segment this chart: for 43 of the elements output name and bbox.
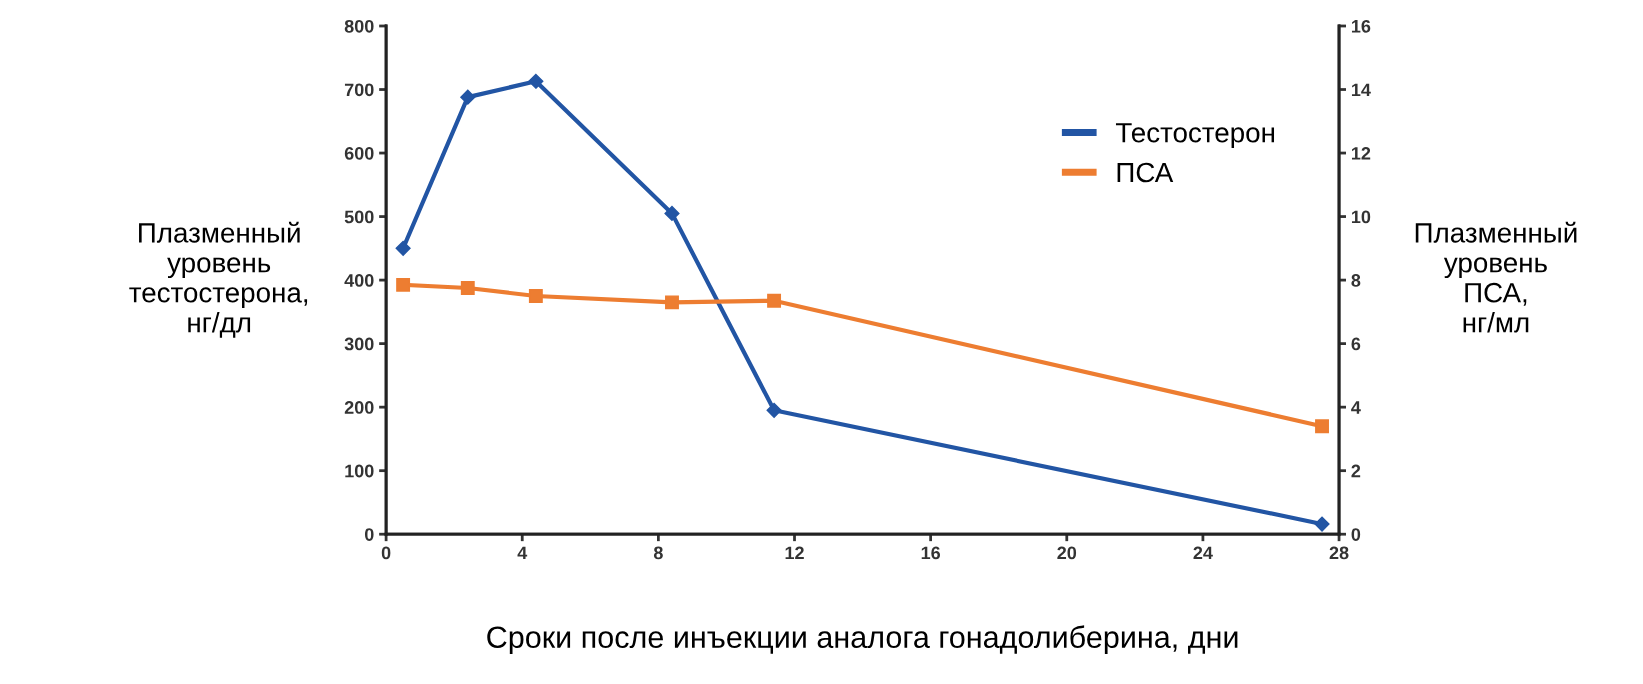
point [1314,516,1330,532]
point [664,205,680,221]
point [1315,419,1329,434]
point [767,293,782,308]
y2-tick-label: 12 [1351,146,1371,160]
x-tick-label: 20 [1057,546,1077,560]
y2-tick-label: 14 [1351,83,1371,97]
y-tick-label: 200 [344,401,374,414]
x-tick-label: 24 [1193,546,1213,560]
y2-tick-label: 6 [1351,337,1361,351]
legend-label: ПСА [1117,162,1174,183]
y-tick-label: 300 [344,337,374,351]
y-axis-title: Плазменный уровень тестостерона, нг/дл [129,221,308,338]
x-tick-label: 28 [1329,546,1349,560]
point [460,89,476,105]
y-tick-label: 800 [344,19,374,33]
y-tick-label: 700 [344,83,374,97]
y-tick-label: 500 [344,210,374,224]
y-tick-label: 0 [364,528,374,541]
y2-tick-label: 2 [1351,464,1361,478]
y-tick-label: 100 [345,464,374,478]
y2-tick-label: 4 [1351,401,1361,414]
point [528,289,543,303]
x-tick-label: 12 [785,546,804,560]
point [665,295,679,310]
legend-label: Тестостерон [1115,123,1275,149]
point [460,281,475,295]
y2-tick-label: 16 [1351,19,1371,33]
x-tick-label: 8 [653,546,663,560]
point [766,402,782,418]
y2-tick-label: 0 [1351,528,1361,541]
x-axis-title: Сроки после инъекции аналога гонадолиберина, дни [487,625,1238,655]
point [395,240,411,256]
y-tick-label: 400 [344,274,374,287]
x-tick-label: 0 [381,546,391,560]
x-tick-label: 16 [921,546,941,560]
y2-tick-label: 10 [1351,210,1371,224]
y-tick-label: 600 [344,146,374,160]
point [528,73,544,89]
x-tick-label: 4 [517,546,528,560]
y2-axis-title: Плазменный уровень ПСА, нг/мл [1415,221,1577,333]
y2-tick-label: 8 [1351,274,1361,287]
point [396,277,411,292]
